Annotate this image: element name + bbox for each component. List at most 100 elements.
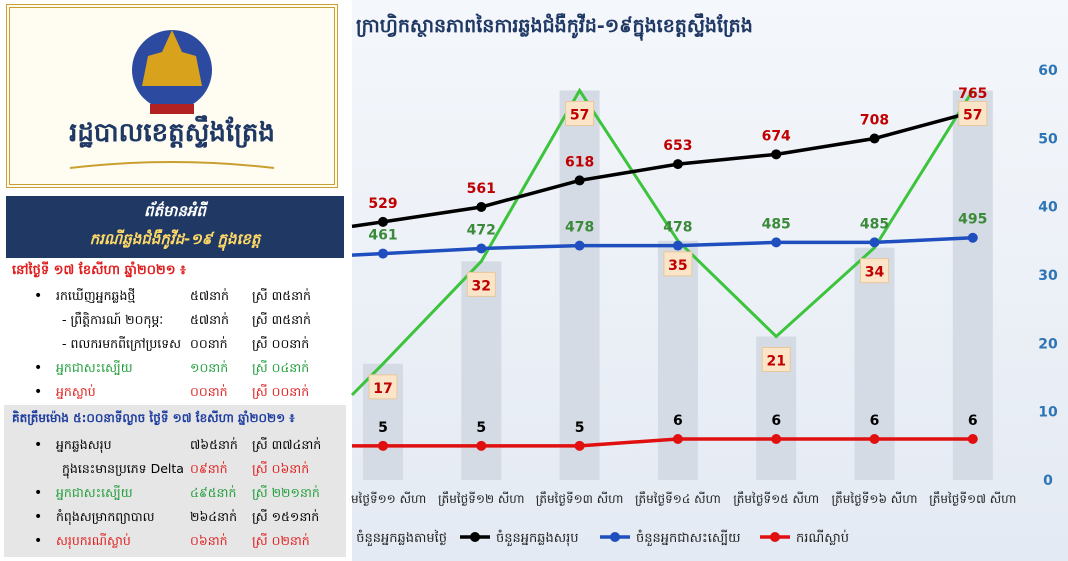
line <box>352 437 973 448</box>
data-label: 5 <box>575 420 585 436</box>
row-label: អ្នកស្លាប់ <box>56 384 96 399</box>
logo-title: រដ្ឋបាលខេត្តស្ទឹងត្រែង <box>69 118 275 148</box>
row-female: ស្រី ០០នាក់ <box>252 336 310 351</box>
data-label: 765 <box>958 86 987 102</box>
row-label: ក្នុងនេះមានប្រភេទ Delta <box>62 461 184 476</box>
data-label: 653 <box>663 138 692 154</box>
logo-box: រដ្ឋបាលខេត្តស្ទឹងត្រែង <box>6 4 338 188</box>
data-label: 472 <box>467 222 496 238</box>
point <box>574 175 585 186</box>
x-tick-label: ត្រឹមថ្ងៃទី១៣ សីហា <box>536 491 624 506</box>
label-box <box>368 374 398 400</box>
point <box>771 237 782 248</box>
x-tick-label: ត្រឹមថ្ងៃទី១៥ សីហា <box>733 491 819 506</box>
bullet: • <box>34 437 43 453</box>
row-female: ស្រី ៣៥នាក់ <box>252 288 311 303</box>
data-label: 618 <box>565 154 594 170</box>
point <box>869 133 880 144</box>
line <box>351 235 973 257</box>
row-female: ស្រី ៣៥នាក់ <box>252 312 311 327</box>
row-count: ១០នាក់ <box>190 360 229 375</box>
row-label: - ព្រឹត្តិការណ៍ ២០កុម្ភៈ <box>62 312 164 327</box>
data-label: 57 <box>963 108 982 124</box>
section-heading: នៅថ្ងៃទី ១៧ ខែសីហា ឆ្នាំ២០២១ ៖ <box>12 263 186 278</box>
point <box>672 434 683 444</box>
point <box>476 440 487 451</box>
row-count: ៥៧នាក់ <box>190 312 229 327</box>
bullet: • <box>34 360 43 376</box>
legend-label: ចំនួនអ្នកជាសះស្បើយ <box>636 529 740 547</box>
x-tick-label: ត្រឹមថ្ងៃទី១៦ សីហា <box>832 491 918 506</box>
label-box <box>466 271 496 297</box>
label-box <box>761 347 791 372</box>
data-label: 17 <box>373 381 392 397</box>
data-label: 561 <box>467 181 496 197</box>
point <box>672 240 683 251</box>
y2-tick-label: 60 <box>1038 63 1058 79</box>
cumulative-box <box>4 405 346 557</box>
data-label: 32 <box>472 278 491 294</box>
data-label: 35 <box>668 258 687 274</box>
point <box>378 248 388 259</box>
x-tick-label: ត្រឹមថ្ងៃទី១១ សីហា <box>340 491 427 506</box>
x-tick-label: ត្រឹមថ្ងៃទី១៤ សីហា <box>635 491 721 506</box>
x-tick-label: ត្រឹមថ្ងៃទី១៧ សីហា <box>929 491 1016 506</box>
data-label: 6 <box>968 413 978 429</box>
row-count: ៧៦៥នាក់ <box>190 437 238 452</box>
data-label: 34 <box>865 265 885 281</box>
data-label: 485 <box>762 216 791 232</box>
legend-marker <box>610 532 620 542</box>
point <box>476 243 487 254</box>
legend-label: ករណីស្លាប់ <box>796 529 849 546</box>
point <box>378 216 388 227</box>
info-panel: រដ្ឋបាលខេត្តស្ទឹងត្រែង ព័ត៌មានអំពី ករណីឆ… <box>0 0 350 561</box>
y2-tick-label: 20 <box>1038 336 1058 352</box>
point <box>574 240 585 251</box>
row-female: ស្រី ១៥១នាក់ <box>252 509 320 524</box>
label-box <box>565 101 595 126</box>
row-label: សរុបករណីស្លាប់ <box>56 533 131 548</box>
row-label: កំពុងសម្រាកព្យាបាល <box>56 509 155 524</box>
banner-line: ព័ត៌មានអំពី <box>144 202 206 220</box>
row-female: ស្រី ០៤នាក់ <box>252 360 310 375</box>
data-label: 495 <box>958 212 987 228</box>
y2-tick-label: 0 <box>1043 473 1053 489</box>
bullet: • <box>34 384 43 400</box>
label-box <box>860 258 889 284</box>
row-female: ស្រី ២២១នាក់ <box>252 485 320 500</box>
point <box>771 434 782 444</box>
row-count: ២៦៤នាក់ <box>190 509 237 524</box>
data-label: 529 <box>368 196 397 212</box>
row-count: ០៩នាក់ <box>190 461 228 476</box>
data-label: 21 <box>766 354 785 370</box>
label-box <box>663 251 693 277</box>
row-label: រកឃើញអ្នកឆ្លងថ្មី <box>56 288 136 303</box>
banner-line: ករណីឆ្លងជំងឺកូវីដ-១៩ ក្នុងខេត្ត <box>89 230 261 248</box>
bullet: • <box>34 485 43 501</box>
legend-label: ចំនួនអ្នកឆ្លងតាមថ្ងៃ <box>356 529 447 547</box>
row-female: ស្រី ០០នាក់ <box>252 384 310 399</box>
point <box>967 434 978 444</box>
point <box>476 201 487 212</box>
row-count: ៥៧នាក់ <box>190 288 229 303</box>
row-label: អ្នកជាសះស្បើយ <box>56 360 133 375</box>
data-label: 5 <box>476 420 486 436</box>
row-count: ៤៩៥នាក់ <box>190 485 237 500</box>
row-female: ស្រី ០៦នាក់ <box>252 461 310 476</box>
row-count: ០៦នាក់ <box>190 533 228 548</box>
data-label: 478 <box>663 220 692 236</box>
data-label: 57 <box>570 108 589 124</box>
bullet: • <box>34 509 43 525</box>
point <box>378 440 388 451</box>
row-count: ០០នាក់ <box>190 336 228 351</box>
data-label: 6 <box>771 413 781 429</box>
row-label: អ្នកជាសះស្បើយ <box>56 485 133 500</box>
data-label: 6 <box>870 413 880 429</box>
label-box <box>958 101 988 126</box>
y2-tick-label: 10 <box>1038 405 1058 421</box>
x-tick-label: ត្រឹមថ្ងៃទី១២ សីហា <box>438 491 525 506</box>
legend-label: ចំនួនអ្នកឆ្លងសរុប <box>496 529 579 547</box>
bar <box>559 90 600 480</box>
row-female: ស្រី ០២នាក់ <box>252 533 310 548</box>
